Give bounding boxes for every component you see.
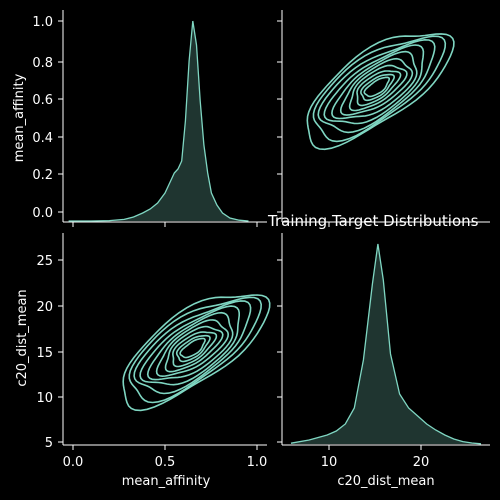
tick-marks (58, 20, 422, 450)
x-axis-label: mean_affinity (122, 474, 211, 489)
kde-contour (356, 70, 402, 107)
panel-joint-kde-upper (306, 33, 455, 151)
y-tick-label: 10 (36, 391, 53, 406)
x-tick-label: 1.0 (247, 455, 268, 470)
kde-line (68, 20, 249, 222)
kde-fill (68, 21, 249, 221)
kde-contour (317, 38, 436, 134)
kde-contour (323, 44, 425, 125)
y-tick-label: 0.8 (32, 56, 53, 71)
kde-contour (179, 337, 206, 359)
y-tick-label: 20 (36, 300, 53, 315)
kde-fill (291, 244, 481, 444)
x-tick-label: 10 (321, 455, 338, 470)
y-tick-label: 0.6 (32, 93, 53, 108)
panel-c20-dist-mean-kde (290, 243, 482, 445)
x-tick-label: 0.0 (63, 455, 84, 470)
figure-title: Training Target Distributions (267, 212, 479, 230)
kde-contour (146, 311, 234, 381)
kde-contour (128, 296, 263, 404)
kde-contour (155, 319, 230, 378)
y-tick-label: 0.2 (32, 168, 53, 183)
x-tick-label: 0.5 (155, 455, 176, 470)
x-axis-label: c20_dist_mean (337, 474, 434, 489)
kde-contour (172, 331, 218, 368)
kde-line (290, 243, 482, 445)
y-tick-label: 0.4 (32, 131, 53, 146)
y-axis-label: mean_affinity (12, 73, 27, 162)
kde-contour (133, 300, 252, 395)
kde-contour (348, 64, 408, 112)
kde-contour (122, 294, 271, 412)
kde-contour (331, 50, 418, 120)
kde-contour (363, 76, 390, 98)
y-tick-label: 1.0 (32, 15, 53, 30)
kde-contour (139, 305, 240, 386)
kde-contour (339, 57, 414, 116)
panel-mean-affinity-kde (68, 20, 249, 222)
panel-joint-kde-lower (122, 294, 271, 412)
y-axis-label: c20_dist_mean (15, 289, 30, 386)
kde-contour (360, 73, 396, 102)
kde-contour (306, 33, 455, 151)
y-tick-label: 0.0 (32, 206, 53, 221)
kde-contour (312, 35, 447, 143)
y-tick-label: 15 (36, 346, 53, 361)
x-tick-label: 20 (413, 455, 430, 470)
y-tick-label: 5 (45, 436, 53, 451)
kde-contour (175, 334, 211, 363)
y-tick-label: 25 (36, 254, 53, 269)
kde-contour (164, 325, 224, 373)
